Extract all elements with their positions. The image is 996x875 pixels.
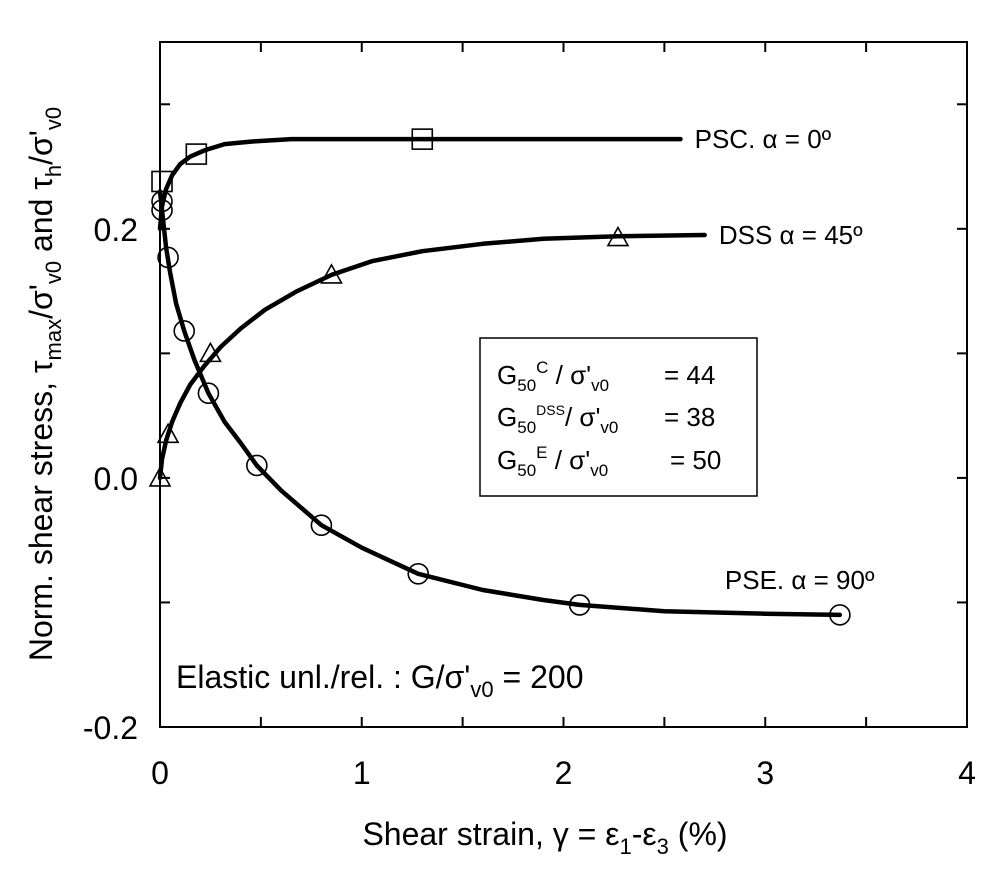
series-label: PSC. α = 0º	[695, 124, 832, 154]
x-tick-label: 0	[151, 755, 169, 791]
x-axis-title: Shear strain, γ = ε1-ε3 (%)	[362, 816, 727, 859]
x-tick-label: 2	[555, 755, 573, 791]
series-curve-circle	[157, 189, 843, 618]
data-point-triangle	[320, 263, 343, 284]
series-markers	[148, 128, 851, 626]
data-point-circle	[173, 320, 196, 342]
axis-tick-labels: 0 1 2 3 4 -0.2 0.0 0.2	[83, 212, 976, 791]
data-point-square	[185, 143, 208, 165]
elastic-annotation: Elastic unl./rel. : G/σ'v0 = 200	[176, 659, 584, 702]
series-curve-triangle	[157, 232, 707, 481]
data-point-circle	[246, 454, 268, 477]
series-label: DSS α = 45º	[719, 220, 863, 250]
data-point-circle	[151, 199, 173, 221]
series-curves	[157, 136, 843, 618]
axis-ticks	[159, 42, 968, 728]
data-point-triangle	[199, 341, 222, 363]
y-axis-title: Norm. shear stress, τmax/σ'v0 and τh/σ'v…	[23, 107, 66, 661]
y-tick-label: 0.0	[94, 461, 138, 497]
data-point-circle	[157, 246, 179, 269]
data-point-triangle	[156, 422, 180, 444]
series-label: PSE. α = 90º	[725, 565, 875, 595]
x-tick-label: 1	[353, 755, 371, 791]
data-point-circle	[197, 382, 220, 405]
y-tick-label: -0.2	[83, 710, 138, 746]
series-curve-square	[157, 136, 683, 232]
data-point-circle	[407, 563, 430, 585]
x-tick-label: 4	[958, 755, 976, 791]
data-point-circle	[151, 190, 173, 213]
y-tick-label: 0.2	[94, 212, 138, 248]
data-point-circle	[310, 514, 333, 537]
data-point-triangle	[606, 225, 630, 247]
data-point-triangle	[148, 466, 172, 487]
data-point-square	[411, 128, 434, 150]
series-labels: PSC. α = 0º DSS α = 45º PSE. α = 90º	[695, 124, 875, 595]
x-tick-label: 3	[756, 755, 774, 791]
data-point-circle	[568, 594, 591, 616]
parameter-box	[479, 337, 758, 497]
data-point-circle	[829, 604, 851, 626]
